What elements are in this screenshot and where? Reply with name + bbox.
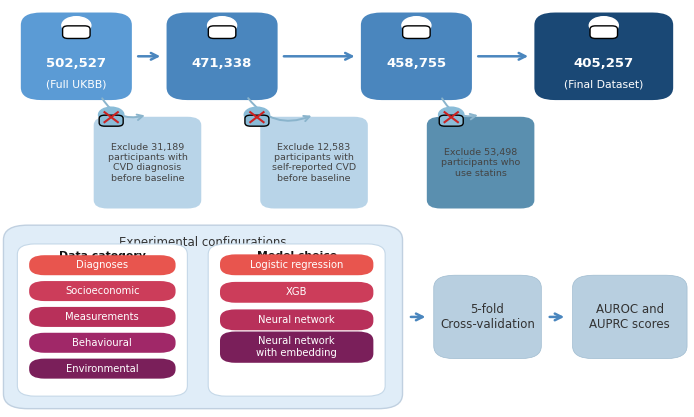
FancyBboxPatch shape xyxy=(403,26,430,38)
FancyBboxPatch shape xyxy=(439,115,463,126)
Text: 5-fold
Cross-validation: 5-fold Cross-validation xyxy=(440,303,535,331)
Text: Behavioural: Behavioural xyxy=(72,338,133,348)
Text: XGB: XGB xyxy=(286,287,307,297)
Text: Diagnoses: Diagnoses xyxy=(76,260,128,270)
Text: Exclude 31,189
participants with
CVD diagnosis
before baseline: Exclude 31,189 participants with CVD dia… xyxy=(108,143,187,183)
FancyBboxPatch shape xyxy=(62,26,90,38)
Text: Exclude 53,498
participants who
use statins: Exclude 53,498 participants who use stat… xyxy=(441,148,520,178)
Text: Experimental configurations: Experimental configurations xyxy=(119,236,287,249)
Circle shape xyxy=(589,17,618,34)
FancyBboxPatch shape xyxy=(29,255,176,275)
FancyBboxPatch shape xyxy=(220,282,373,303)
FancyBboxPatch shape xyxy=(29,359,176,379)
Text: Exclude 12,583
participants with
self-reported CVD
before baseline: Exclude 12,583 participants with self-re… xyxy=(272,143,356,183)
FancyBboxPatch shape xyxy=(434,275,541,359)
FancyBboxPatch shape xyxy=(427,117,534,208)
Text: Logistic regression: Logistic regression xyxy=(250,260,344,270)
FancyBboxPatch shape xyxy=(99,115,123,126)
FancyBboxPatch shape xyxy=(94,117,201,208)
Circle shape xyxy=(244,107,269,122)
FancyBboxPatch shape xyxy=(590,26,618,38)
Circle shape xyxy=(439,107,464,122)
FancyBboxPatch shape xyxy=(534,13,673,100)
FancyBboxPatch shape xyxy=(17,244,187,396)
FancyBboxPatch shape xyxy=(167,13,278,100)
Circle shape xyxy=(99,107,124,122)
FancyBboxPatch shape xyxy=(29,307,176,327)
FancyBboxPatch shape xyxy=(260,117,368,208)
FancyBboxPatch shape xyxy=(220,332,373,363)
Circle shape xyxy=(62,17,91,34)
Text: 502,527: 502,527 xyxy=(46,57,106,70)
FancyBboxPatch shape xyxy=(220,309,373,330)
Text: Model choice: Model choice xyxy=(257,251,337,261)
FancyBboxPatch shape xyxy=(29,333,176,353)
Text: Measurements: Measurements xyxy=(65,312,139,322)
FancyBboxPatch shape xyxy=(3,225,403,409)
Circle shape xyxy=(208,17,237,34)
Text: 471,338: 471,338 xyxy=(192,57,252,70)
Text: Environmental: Environmental xyxy=(66,364,139,374)
FancyBboxPatch shape xyxy=(361,13,472,100)
Text: Neural network: Neural network xyxy=(258,315,335,325)
FancyBboxPatch shape xyxy=(29,281,176,301)
FancyBboxPatch shape xyxy=(245,115,269,126)
FancyBboxPatch shape xyxy=(208,26,236,38)
Circle shape xyxy=(402,17,431,34)
Text: AUROC and
AUPRC scores: AUROC and AUPRC scores xyxy=(589,303,670,331)
FancyBboxPatch shape xyxy=(220,254,373,275)
Text: Socioeconomic: Socioeconomic xyxy=(65,286,139,296)
Text: (Final Dataset): (Final Dataset) xyxy=(564,79,643,89)
FancyBboxPatch shape xyxy=(21,13,132,100)
Text: 458,755: 458,755 xyxy=(387,57,446,70)
FancyBboxPatch shape xyxy=(573,275,687,359)
Text: (Full UKBB): (Full UKBB) xyxy=(46,79,107,89)
FancyBboxPatch shape xyxy=(208,244,385,396)
Text: Neural network
with embedding: Neural network with embedding xyxy=(256,337,337,358)
Text: 405,257: 405,257 xyxy=(574,57,634,70)
Text: Data category
exclusion choice: Data category exclusion choice xyxy=(52,251,153,273)
